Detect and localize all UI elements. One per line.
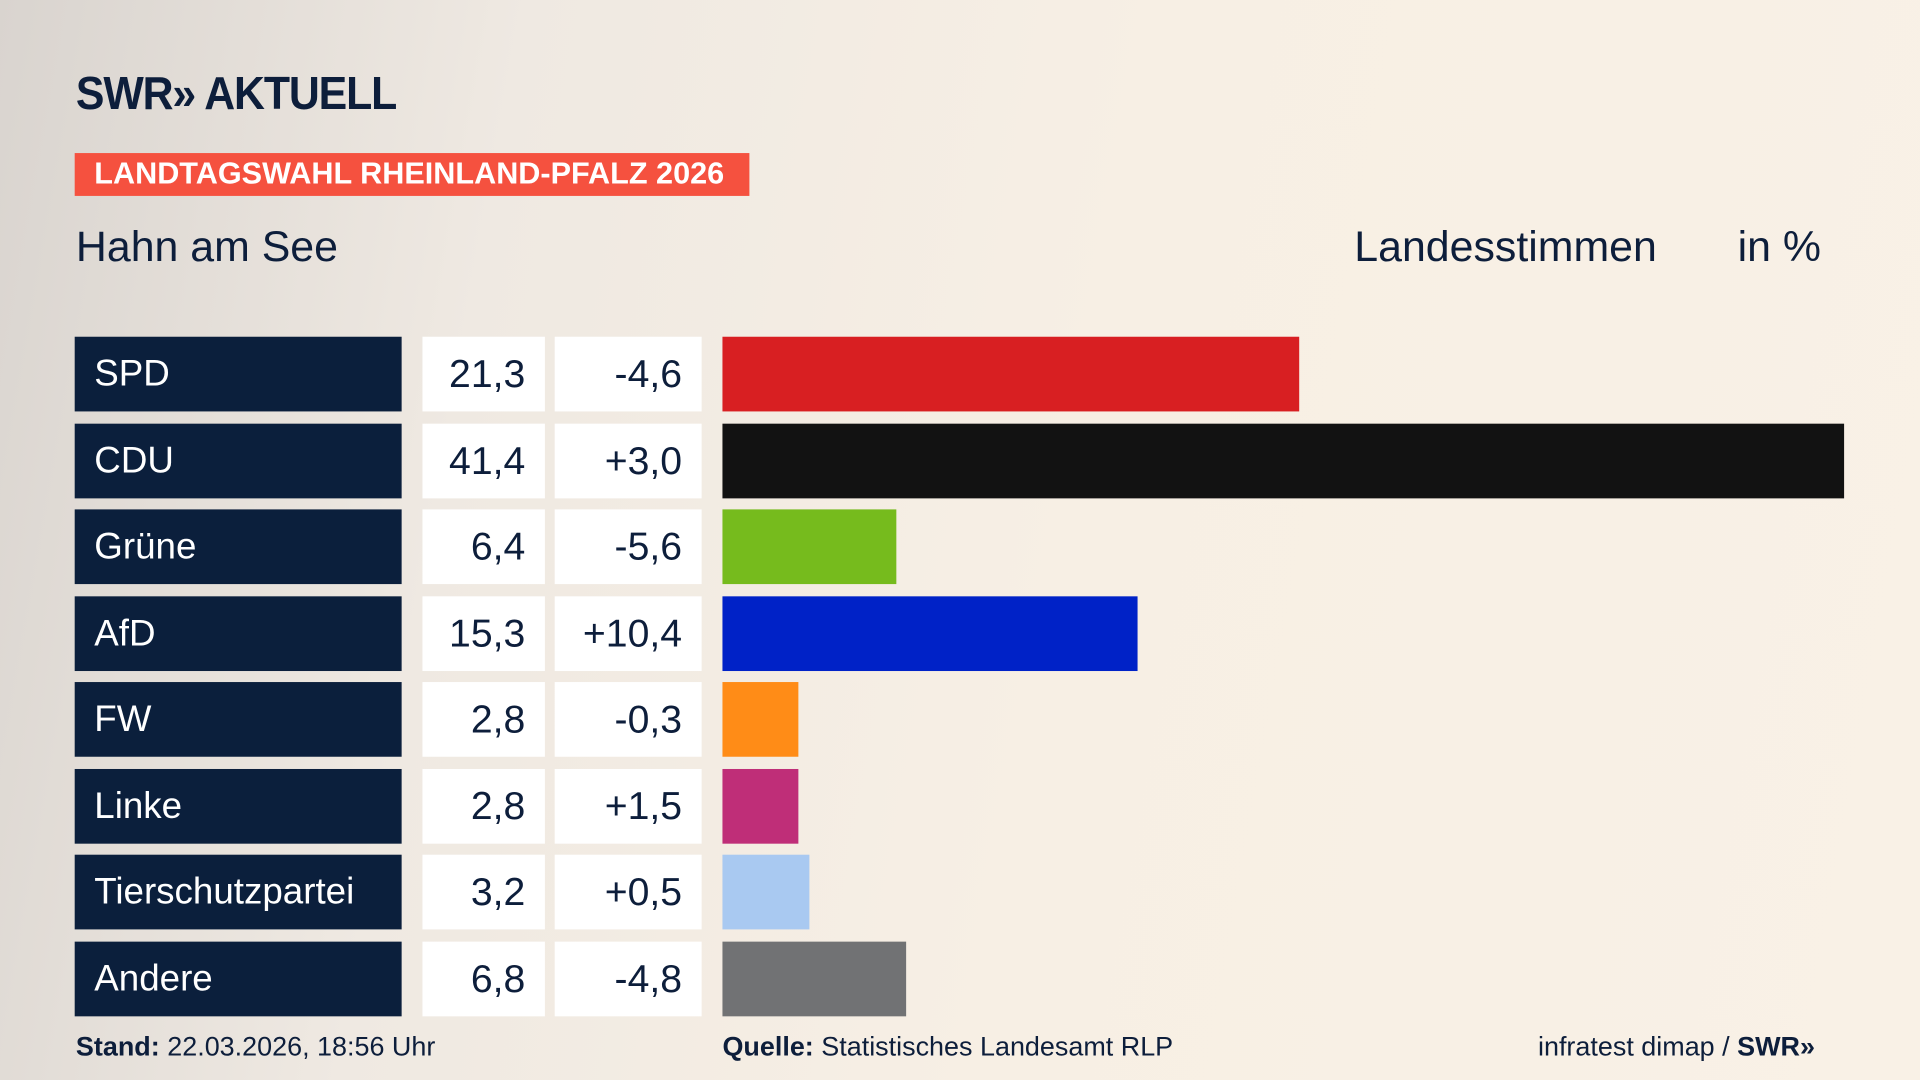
logo-text: SWR» AKTUELL (75, 68, 397, 121)
source-info: Quelle: Statistisches Landesamt RLP (722, 1031, 1173, 1063)
party-name: Linke (74, 768, 402, 844)
vote-change: +10,4 (554, 595, 702, 671)
party-name: Grüne (74, 509, 402, 585)
party-name: FW (74, 682, 402, 757)
party-name: Andere (74, 941, 402, 1016)
stand-label: Stand: (75, 1031, 160, 1062)
bar-cdu (722, 423, 1845, 498)
source-value: Statistisches Landesamt RLP (821, 1031, 1174, 1062)
vote-change: -4,8 (554, 941, 702, 1016)
party-name: CDU (74, 423, 402, 498)
source-label: Quelle: (722, 1031, 814, 1062)
party-name: AfD (74, 595, 402, 671)
vote-share: 15,3 (422, 595, 545, 671)
vote-share: 2,8 (422, 682, 545, 757)
stand-value: 22.03.2026, 18:56 Uhr (167, 1031, 436, 1062)
bar-andere (722, 941, 907, 1016)
unit-label: in % (1737, 222, 1821, 271)
party-name: Tierschutzpartei (74, 854, 402, 930)
vote-change: -0,3 (554, 682, 702, 757)
bar-spd (722, 336, 1300, 412)
vote-change: -4,6 (554, 336, 702, 412)
swr-logo: SWR» (1737, 1031, 1815, 1062)
swr-aktuell-logo: SWR» AKTUELL (75, 68, 397, 122)
bar-linke (722, 768, 799, 844)
party-name: SPD (74, 336, 402, 412)
bar-afd (722, 595, 1137, 671)
stand-info: Stand: 22.03.2026, 18:56 Uhr (76, 1031, 435, 1063)
measure-label: Landesstimmen (1354, 222, 1657, 271)
credit-text: infratest dimap / (1537, 1031, 1730, 1062)
bar-grüne (722, 509, 896, 585)
bar-fw (722, 682, 799, 757)
vote-share: 6,4 (422, 509, 545, 585)
vote-share: 2,8 (422, 768, 545, 844)
vote-share: 3,2 (422, 854, 545, 930)
vote-share: 41,4 (422, 423, 545, 498)
vote-change: -5,6 (554, 509, 702, 585)
vote-share: 6,8 (422, 941, 545, 1016)
election-banner: LANDTAGSWAHL RHEINLAND-PFALZ 2026 (74, 153, 750, 196)
bar-tierschutzpartei (722, 854, 810, 930)
vote-change: +1,5 (554, 768, 702, 844)
credit-info: infratest dimap / SWR» (1538, 1031, 1815, 1063)
vote-change: +0,5 (554, 854, 702, 930)
vote-share: 21,3 (422, 336, 545, 412)
vote-change: +3,0 (554, 423, 702, 498)
location-title: Hahn am See (75, 222, 339, 271)
